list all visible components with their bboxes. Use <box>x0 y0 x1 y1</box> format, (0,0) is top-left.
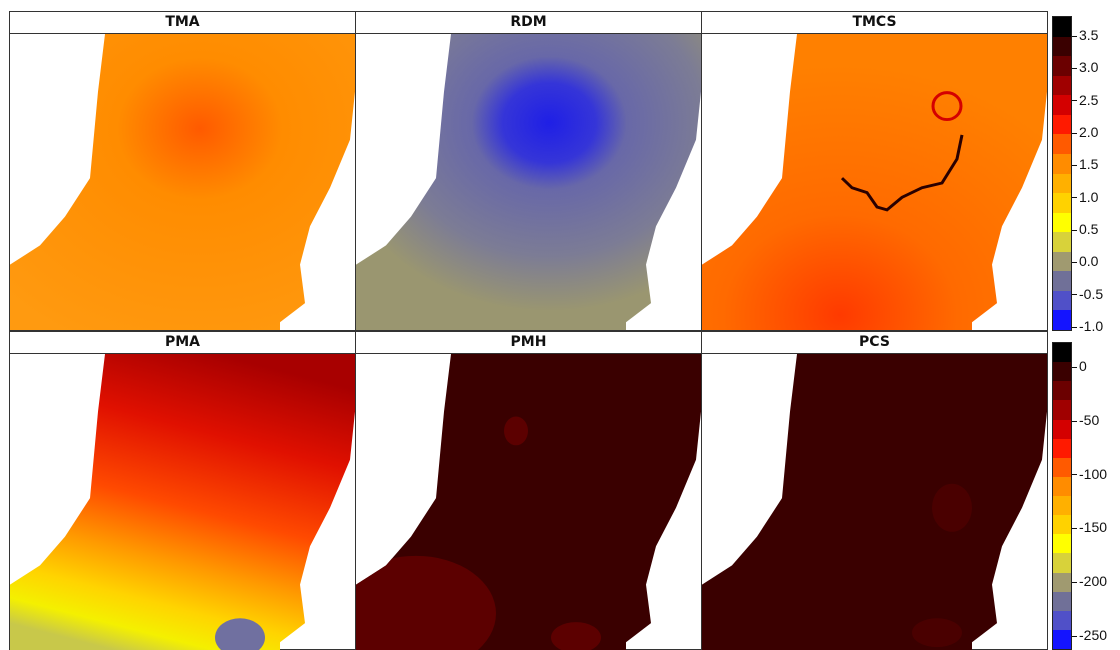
map-panel-tmcs: TMCS <box>701 11 1048 331</box>
map-panel-pcs: PCS <box>701 331 1048 650</box>
colorbar-bottom-swatch <box>1053 610 1071 630</box>
panel-title-pcs: PCS <box>702 332 1047 354</box>
colorbar-bottom-tick-label: -100 <box>1072 467 1107 481</box>
map-panel-pma: PMA <box>9 331 356 650</box>
colorbar-top-swatch <box>1053 17 1071 37</box>
map-pma <box>10 354 355 650</box>
map-rdm <box>356 34 701 330</box>
colorbar-top-swatch <box>1053 251 1071 272</box>
colorbar-bottom-swatch <box>1053 419 1071 439</box>
panel-title-tma: TMA <box>10 12 355 34</box>
colorbar-top-swatch <box>1053 153 1071 174</box>
panel-title-pma: PMA <box>10 332 355 354</box>
colorbar-bottom <box>1052 342 1072 650</box>
map-pmh <box>356 354 701 650</box>
colorbar-bottom-swatch <box>1053 362 1071 382</box>
colorbar-bottom-tick-label: -150 <box>1072 520 1107 534</box>
colorbar-top-swatch <box>1053 134 1071 154</box>
map-panel-rdm: RDM <box>355 11 702 331</box>
colorbar-bottom-swatch <box>1053 534 1071 554</box>
colorbar-bottom-swatch <box>1053 343 1071 363</box>
map-pcs <box>702 354 1047 650</box>
colorbar-bottom-tick-label: -50 <box>1072 413 1099 427</box>
colorbar-top-swatch <box>1053 290 1071 311</box>
colorbar-bottom-swatch <box>1053 629 1071 649</box>
colorbar-top-tick-label: 2.5 <box>1072 93 1098 107</box>
colorbar-bottom-tick-label: -200 <box>1072 574 1107 588</box>
colorbar-top-swatch <box>1053 95 1071 115</box>
colorbar-bottom-swatch <box>1053 400 1071 420</box>
colorbar-bottom-swatch <box>1053 515 1071 535</box>
colorbar-top-swatch <box>1053 310 1071 330</box>
map-panel-tma: TMA <box>9 11 356 331</box>
colorbar-bottom-swatch <box>1053 572 1071 592</box>
colorbar-top <box>1052 16 1072 331</box>
colorbar-bottom-swatch <box>1053 553 1071 573</box>
colorbar-top-tick-label: -1.0 <box>1072 319 1103 333</box>
colorbar-top-tick-label: 2.0 <box>1072 125 1098 139</box>
colorbar-bottom-swatch <box>1053 496 1071 516</box>
colorbar-top-tick-label: 1.5 <box>1072 157 1098 171</box>
colorbar-top-swatch <box>1053 56 1071 76</box>
colorbar-top-swatch <box>1053 114 1071 135</box>
map-tma <box>10 34 355 330</box>
panel-title-rdm: RDM <box>356 12 701 34</box>
colorbar-top-tick-label: 1.0 <box>1072 190 1098 204</box>
colorbar-top-tick-label: 3.0 <box>1072 60 1098 74</box>
colorbar-top-swatch <box>1053 36 1071 57</box>
colorbar-top-tick-label: -0.5 <box>1072 287 1103 301</box>
colorbar-bottom-tick-label: 0 <box>1072 359 1087 373</box>
colorbar-bottom-swatch <box>1053 457 1071 477</box>
panel-title-tmcs: TMCS <box>702 12 1047 34</box>
colorbar-top-swatch <box>1053 212 1071 233</box>
colorbar-top-swatch <box>1053 271 1071 291</box>
colorbar-bottom-swatch <box>1053 438 1071 458</box>
colorbar-top-swatch <box>1053 193 1071 213</box>
map-panel-pmh: PMH <box>355 331 702 650</box>
map-tmcs <box>702 34 1047 330</box>
colorbar-bottom-swatch <box>1053 381 1071 401</box>
colorbar-top-swatch <box>1053 232 1071 252</box>
colorbar-top-swatch <box>1053 173 1071 194</box>
colorbar-bottom-swatch <box>1053 476 1071 496</box>
colorbar-top-swatch <box>1053 75 1071 96</box>
colorbar-bottom-swatch <box>1053 591 1071 611</box>
panel-title-pmh: PMH <box>356 332 701 354</box>
colorbar-bottom-tick-label: -250 <box>1072 628 1107 642</box>
colorbar-top-tick-label: 3.5 <box>1072 28 1098 42</box>
colorbar-top-tick-label: 0.5 <box>1072 222 1098 236</box>
colorbar-top-tick-label: 0.0 <box>1072 254 1098 268</box>
